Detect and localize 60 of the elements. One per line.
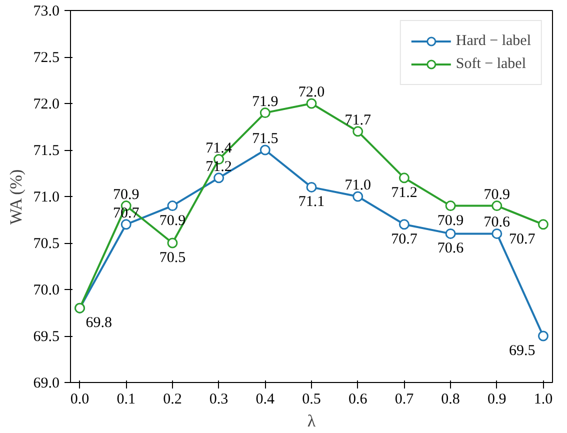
y-tick-label: 69.0 [33, 376, 60, 392]
point [214, 172, 224, 184]
point [260, 144, 270, 156]
data-label: 70.9 [484, 186, 510, 203]
point [260, 108, 270, 118]
point [538, 330, 548, 342]
y-tick-label: 72.5 [33, 50, 60, 66]
x-tick-label: 0.5 [302, 392, 321, 408]
legend-label: Soft − label [456, 56, 526, 72]
point [445, 228, 456, 239]
point [445, 200, 456, 212]
point [492, 228, 502, 239]
x-tick-label: 0.3 [209, 392, 228, 408]
data-label: 70.7 [508, 231, 536, 248]
data-label: 70.6 [484, 214, 511, 231]
point [167, 200, 178, 212]
x-axis-title: λ [307, 412, 316, 430]
y-axis-title: WA (%) [6, 169, 26, 225]
data-label: 70.9 [159, 212, 186, 229]
point [538, 219, 548, 230]
x-tick-label: 0.2 [163, 392, 182, 408]
data-label: 72.0 [298, 84, 325, 100]
point [492, 200, 502, 212]
data-label: 71.7 [344, 112, 372, 128]
data-label: 70.5 [159, 250, 186, 266]
data-label: 70.9 [437, 212, 464, 229]
data-label: 71.0 [344, 178, 371, 194]
y-tick-label: 69.5 [33, 329, 60, 345]
data-label: 70.6 [437, 240, 464, 257]
data-label: 69.8 [86, 315, 112, 332]
y-tick-label: 70.5 [33, 236, 60, 252]
x-tick-label: 0.4 [256, 392, 276, 408]
x-tick-label: 0.7 [394, 392, 414, 408]
y-tick-label: 70.0 [33, 282, 60, 298]
point [352, 126, 364, 137]
data-label: 71.1 [298, 194, 325, 210]
y-tick-label: 71.5 [33, 143, 60, 159]
point [352, 191, 364, 202]
point [398, 172, 410, 184]
data-label: 70.7 [391, 231, 418, 248]
y-tick-label: 72.0 [33, 96, 60, 112]
data-label: 71.2 [391, 184, 418, 201]
point [120, 219, 132, 230]
legend-label: Hard − label [456, 32, 531, 50]
x-tick-label: 0.8 [441, 392, 460, 408]
x-tick-label: 1.0 [534, 392, 553, 408]
point [167, 238, 178, 248]
data-label: 71.9 [252, 94, 278, 110]
y-tick-label: 73.0 [33, 4, 60, 20]
y-tick-label: 71.0 [33, 190, 60, 206]
data-label: 70.9 [112, 186, 140, 203]
data-label: 71.5 [252, 131, 278, 147]
x-tick-label: 0.6 [348, 392, 368, 408]
x-tick-label: 0.0 [70, 392, 90, 408]
x-tick-label: 0.1 [116, 392, 136, 408]
point [398, 219, 410, 230]
point [306, 182, 317, 192]
x-tick-label: 0.9 [488, 392, 506, 408]
point [306, 98, 317, 109]
data-label: 69.5 [508, 343, 536, 359]
